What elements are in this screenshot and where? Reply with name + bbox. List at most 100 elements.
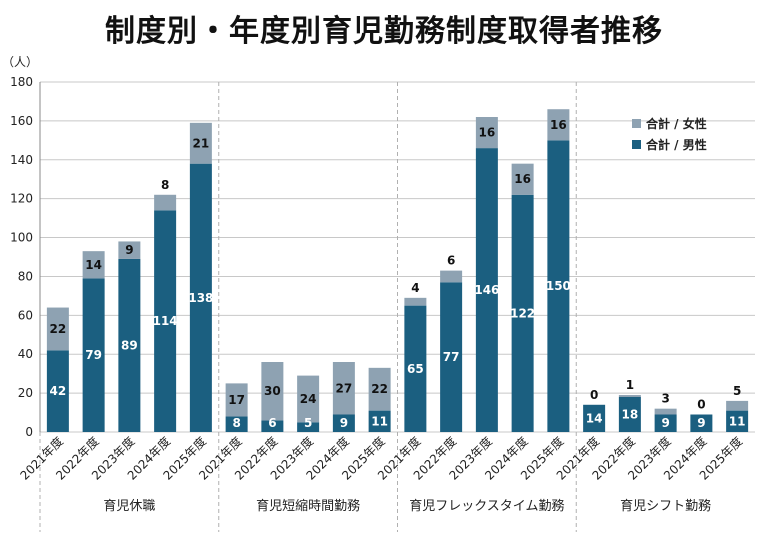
data-label-male: 9: [661, 416, 669, 430]
bar-female: [46, 307, 69, 351]
bar-male: [475, 148, 498, 432]
data-label-male: 11: [371, 414, 388, 428]
data-label-male: 77: [443, 350, 460, 364]
x-group-label: 育児シフト勤務: [620, 498, 711, 514]
data-label-female: 22: [50, 322, 67, 336]
bar-female: [118, 241, 141, 259]
y-tick-label: 40: [18, 347, 33, 361]
bar-male: [404, 305, 427, 432]
data-label-female: 14: [85, 258, 102, 272]
x-axis-category-labels: 2021年度2022年度2023年度2024年度2025年度2021年度2022…: [17, 434, 745, 483]
bar-male: [118, 258, 141, 432]
bar-female: [547, 109, 570, 141]
y-axis-ticks: 0 20 40 60 80 100 120 140 160 180: [10, 75, 33, 439]
bar-male: [189, 163, 212, 432]
x-group-label: 育児休職: [103, 498, 155, 514]
legend-label-female: 合計 / 女性: [646, 116, 707, 131]
y-tick-label: 60: [18, 308, 33, 322]
data-label-female: 27: [336, 381, 353, 395]
bar-female: [82, 251, 105, 279]
bar-female: [154, 194, 177, 211]
data-label-male: 138: [188, 291, 213, 305]
bar-male: [368, 410, 391, 432]
y-tick-label: 180: [10, 75, 33, 89]
y-tick-label: 0: [25, 425, 33, 439]
y-tick-label: 140: [10, 153, 33, 167]
data-label-male: 114: [153, 314, 178, 328]
data-label-female: 21: [193, 136, 210, 150]
data-labels: 4222791489911481382181763052492711226547…: [50, 118, 746, 430]
data-label-male: 9: [340, 416, 348, 430]
bar-female: [368, 367, 391, 411]
data-label-male: 65: [407, 362, 424, 376]
data-label-male: 6: [268, 416, 276, 430]
bar-male: [690, 414, 713, 432]
data-label-female: 3: [661, 392, 669, 406]
bars: [46, 109, 749, 433]
data-label-male: 42: [50, 384, 67, 398]
bar-female: [261, 362, 284, 421]
bar-male: [654, 414, 677, 432]
y-tick-label: 120: [10, 192, 33, 206]
data-label-female: 0: [697, 398, 705, 412]
legend-swatch-female: [632, 119, 641, 128]
bar-female: [440, 270, 463, 283]
bar-male: [618, 397, 641, 432]
y-tick-label: 20: [18, 386, 33, 400]
bar-male: [547, 140, 570, 433]
data-label-female: 30: [264, 384, 281, 398]
y-axis-unit-label: （人）: [2, 55, 38, 69]
bar-male: [261, 420, 284, 432]
data-label-female: 5: [733, 384, 741, 398]
data-label-female: 9: [125, 243, 133, 257]
bar-male: [726, 410, 749, 432]
data-label-female: 22: [371, 382, 388, 396]
data-label-female: 8: [161, 178, 169, 192]
data-label-female: 16: [550, 118, 567, 132]
data-label-female: 24: [300, 392, 317, 406]
bar-male: [440, 282, 463, 432]
data-label-male: 79: [85, 348, 102, 362]
bar-female: [475, 117, 498, 149]
bar-female: [404, 297, 427, 306]
data-label-male: 146: [474, 283, 499, 297]
data-label-female: 16: [514, 172, 531, 186]
bar-male: [82, 278, 105, 432]
data-label-female: 17: [228, 393, 245, 407]
y-tick-label: 100: [10, 231, 33, 245]
bar-female: [618, 395, 641, 397]
data-label-female: 0: [590, 388, 598, 402]
bar-female: [225, 383, 248, 417]
legend-label-male: 合計 / 男性: [646, 137, 707, 152]
data-label-female: 1: [626, 378, 634, 392]
bar-female: [332, 362, 355, 415]
bar-male: [154, 210, 177, 432]
data-label-female: 6: [447, 254, 455, 268]
bar-male: [297, 422, 320, 432]
data-label-female: 4: [411, 281, 419, 295]
legend-swatch-male: [632, 140, 641, 149]
bar-female: [654, 408, 677, 415]
y-tick-label: 160: [10, 114, 33, 128]
data-label-male: 8: [232, 416, 240, 430]
y-tick-label: 80: [18, 269, 33, 283]
data-label-male: 18: [622, 408, 639, 422]
data-label-male: 14: [586, 411, 603, 425]
bar-male: [583, 404, 606, 432]
x-group-label: 育児短縮時間勤務: [256, 498, 360, 514]
data-label-male: 89: [121, 338, 138, 352]
data-label-male: 150: [546, 279, 571, 293]
data-label-male: 11: [729, 414, 746, 428]
data-label-male: 122: [510, 306, 535, 320]
bar-male: [332, 414, 355, 432]
data-label-male: 9: [697, 416, 705, 430]
bar-female: [297, 375, 320, 423]
bar-female: [189, 122, 212, 164]
bar-male: [46, 350, 69, 432]
bar-female: [511, 163, 534, 195]
bar-male: [511, 194, 534, 432]
data-label-male: 5: [304, 416, 312, 430]
bar-female: [726, 400, 749, 411]
